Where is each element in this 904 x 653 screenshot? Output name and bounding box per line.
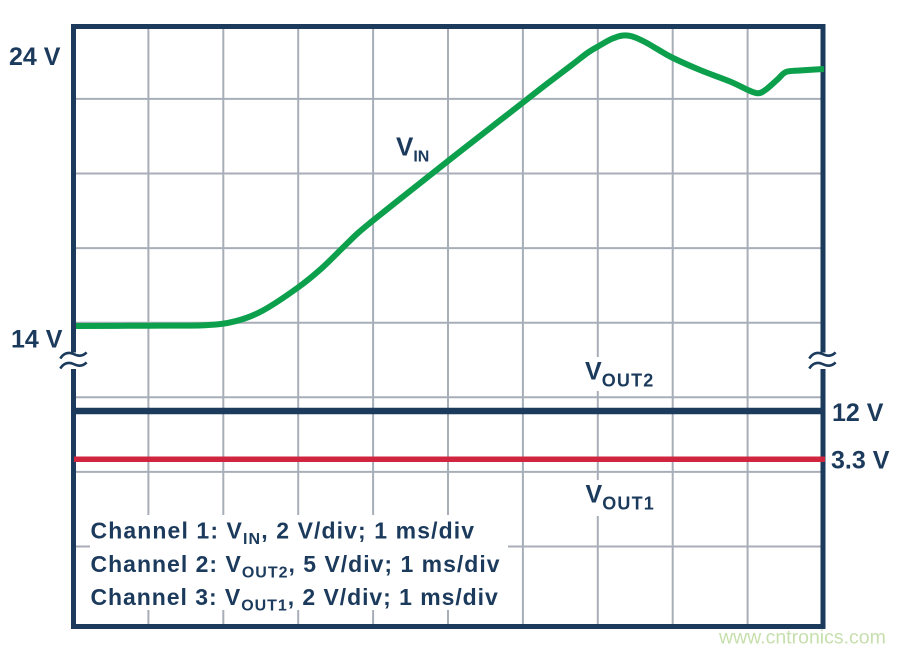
svg-text:Channel 1: VIN, 2 V/div; 1 ms/: Channel 1: VIN, 2 V/div; 1 ms/div (91, 518, 476, 549)
svg-text:VIN: VIN (396, 131, 429, 165)
svg-text:www.cntronics.com: www.cntronics.com (718, 627, 886, 649)
svg-text:Channel 3: VOUT1, 2 V/div; 1 m: Channel 3: VOUT1, 2 V/div; 1 ms/div (91, 584, 499, 615)
svg-text:24 V: 24 V (9, 43, 61, 71)
svg-text:3.3 V: 3.3 V (831, 447, 890, 475)
svg-text:12 V: 12 V (832, 399, 884, 427)
svg-text:Channel 2: VOUT2, 5 V/div; 1 m: Channel 2: VOUT2, 5 V/div; 1 ms/div (91, 551, 501, 582)
svg-text:14 V: 14 V (11, 326, 63, 354)
